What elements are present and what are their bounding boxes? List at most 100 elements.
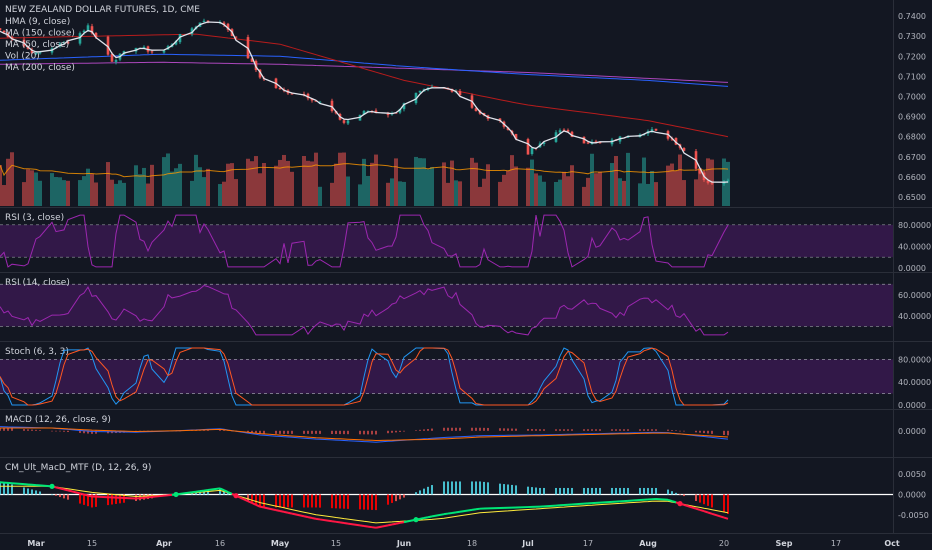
- cm-histogram-bar: [387, 494, 389, 505]
- macd-histogram-bar: [567, 429, 569, 431]
- cm-histogram-bar: [0, 481, 1, 495]
- cm-macd-segment: [447, 511, 453, 515]
- cm-macd-segment: [363, 525, 369, 528]
- rsi14-line: [0, 284, 729, 336]
- macd-histogram-bar: [363, 430, 365, 435]
- volume-bar: [566, 176, 570, 206]
- cm-macd-segment: [191, 490, 197, 494]
- volume-bar: [258, 173, 262, 206]
- volume-bar: [402, 181, 406, 206]
- volume-bar: [642, 157, 646, 206]
- cm-histogram-bar: [511, 484, 513, 495]
- price-tick-label: 0.6600: [898, 173, 926, 182]
- volume-bar: [450, 160, 454, 206]
- candle-body: [570, 131, 574, 137]
- cm-macd-segment: [311, 516, 317, 520]
- volume-bar: [106, 162, 110, 206]
- candle-body: [202, 20, 206, 23]
- volume-bar: [534, 173, 538, 206]
- cm-histogram-bar: [63, 494, 65, 499]
- candle-body: [458, 91, 462, 96]
- cm-macd-segment: [283, 510, 289, 514]
- macd-histogram-bar: [487, 427, 489, 431]
- cm-macd-segment: [343, 522, 349, 525]
- macd-line: [0, 426, 729, 443]
- macd-histogram-bar: [367, 430, 369, 435]
- oscillator-tick-label: -0.0050: [898, 511, 929, 520]
- candle-body: [0, 28, 2, 31]
- macd-histogram-bar: [63, 430, 65, 432]
- volume-bar: [66, 180, 70, 206]
- volume-bar: [190, 180, 194, 206]
- price-tick-label: 0.7400: [898, 12, 926, 21]
- candle-body: [586, 142, 590, 144]
- cm-histogram-bar: [571, 487, 573, 495]
- candle-body: [142, 46, 146, 49]
- ma50-line: [0, 33, 729, 138]
- x-tick-label: 17: [831, 539, 841, 548]
- volume-bar: [458, 181, 462, 206]
- macd-histogram-bar: [555, 429, 557, 431]
- macd-histogram-bar: [559, 429, 561, 431]
- macd-histogram-bar: [707, 430, 709, 434]
- x-tick-label: Mar: [27, 539, 44, 548]
- cm-macd-segment: [359, 524, 365, 527]
- volume-bar: [374, 154, 378, 206]
- x-tick-label: 16: [215, 539, 225, 548]
- candle-body: [530, 148, 534, 154]
- cm-macd-segment: [179, 491, 193, 495]
- volume-bar: [146, 183, 150, 206]
- cm-histogram-bar: [59, 494, 61, 498]
- cm-histogram-bar: [311, 494, 313, 508]
- cm-histogram-bar: [487, 482, 489, 495]
- macd-histogram-bar: [499, 428, 501, 431]
- cm-histogram-bar: [291, 494, 293, 508]
- cm-histogram-bar: [595, 487, 597, 495]
- volume-bar: [230, 163, 234, 206]
- volume-bar: [558, 179, 562, 206]
- x-tick-label: Jul: [521, 539, 534, 548]
- cm-macd-segment: [671, 500, 677, 504]
- candle-body: [330, 100, 334, 112]
- macd-histogram-bar: [627, 429, 629, 431]
- volume-bar: [478, 186, 482, 206]
- cm-histogram-bar: [303, 494, 305, 508]
- volume-bar: [218, 184, 222, 206]
- cm-histogram-bar: [515, 485, 517, 495]
- macd-histogram-bar: [543, 429, 545, 431]
- volume-bar: [318, 186, 322, 206]
- oscillator-tick-label: 40.0000: [898, 242, 931, 251]
- volume-bar: [314, 152, 318, 206]
- volume-bar: [246, 158, 250, 206]
- volume-bar: [366, 175, 370, 206]
- cm-histogram-bar: [339, 494, 341, 509]
- cm-histogram-bar: [683, 494, 685, 497]
- price-tick-label: 0.6800: [898, 133, 926, 142]
- volume-bar: [234, 179, 238, 206]
- macd-histogram-bar: [331, 430, 333, 435]
- oscillator-tick-label: 0.0000: [898, 427, 926, 436]
- cm-histogram-bar: [471, 481, 473, 495]
- volume-bar: [222, 181, 226, 206]
- oscillator-tick-label: 80.0000: [898, 221, 931, 230]
- volume-bar: [598, 171, 602, 206]
- cm-macd-segment: [11, 482, 25, 486]
- stoch-k-line: [0, 347, 729, 406]
- cm-histogram-bar: [475, 481, 477, 495]
- cm-histogram-bar: [251, 494, 253, 504]
- macd-histogram-bar: [419, 429, 421, 431]
- volume-bar: [638, 183, 642, 206]
- cm-macd-segment: [87, 494, 93, 498]
- cm-crossover-dot: [677, 501, 683, 507]
- macd-histogram-bar: [259, 430, 261, 434]
- macd-histogram-bar: [375, 430, 377, 435]
- macd-histogram-bar: [391, 430, 393, 433]
- x-tick-label: 17: [583, 539, 593, 548]
- volume-bar: [398, 181, 402, 206]
- cm-histogram-bar: [399, 494, 401, 500]
- macd-histogram-bar: [655, 429, 657, 431]
- oscillator-band-fill: [0, 359, 893, 394]
- oscillator-band-fill: [0, 224, 893, 258]
- cm-histogram-bar: [91, 494, 93, 508]
- candle-body: [474, 108, 478, 112]
